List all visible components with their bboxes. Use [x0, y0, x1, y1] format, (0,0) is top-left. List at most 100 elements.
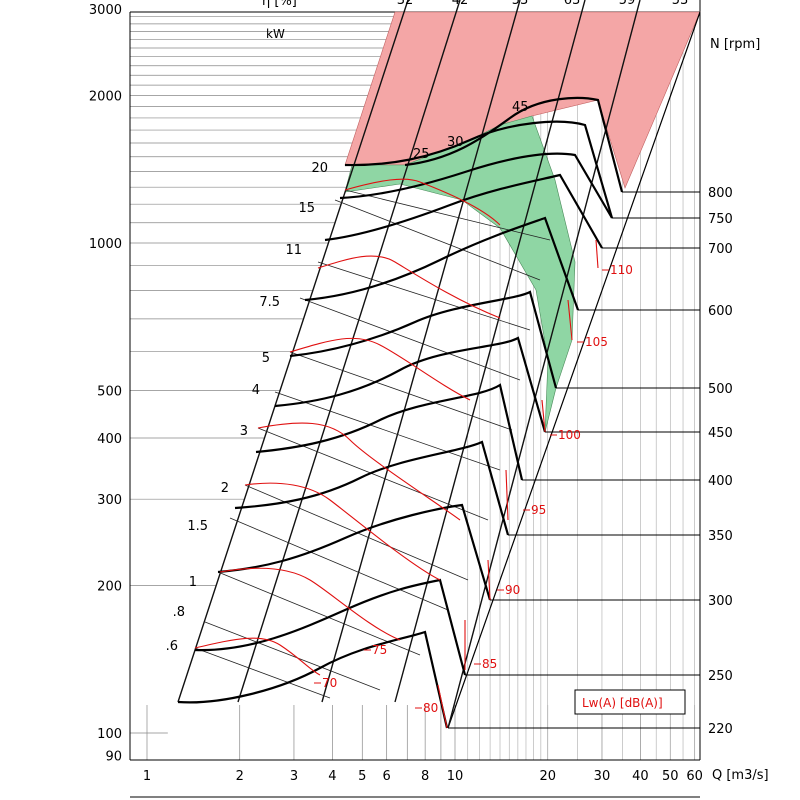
eta-label: 59: [619, 0, 636, 8]
fan-curve: [304, 216, 580, 311]
x-tick-label: 30: [594, 769, 611, 784]
x-tick-label: 40: [632, 769, 649, 784]
x-axis-title: Q [m3/s]: [712, 768, 769, 783]
fan-curve: [289, 290, 558, 389]
power-line: [344, 189, 551, 241]
sound-label: 80: [423, 701, 438, 715]
sound-label: 90: [505, 583, 520, 597]
x-tick-label: 8: [421, 769, 429, 784]
y-tick-label: 500: [97, 385, 122, 400]
y-tick-label: 1000: [89, 237, 122, 252]
fan-curve: [404, 96, 624, 193]
power-label: 5: [262, 351, 270, 366]
y-tick-label: 3000: [89, 3, 122, 18]
dynamic-labels: 1 2 3 4 5 6 8 10 20 30 40 50 60901002003004005001000…: [89, 0, 733, 784]
power-line: [334, 199, 541, 281]
sound-curve: [541, 399, 546, 433]
speed-label: 500: [708, 382, 733, 397]
sound-label: 85: [482, 657, 497, 671]
sound-curve: [219, 567, 401, 641]
power-label: .6: [166, 639, 178, 654]
sound-curve: [344, 178, 501, 226]
speed-frame: [447, 11, 701, 729]
x-tick-label: 60: [686, 769, 703, 784]
sound-label: 110: [610, 263, 633, 277]
eta-line: [394, 0, 586, 703]
sound-curve: [595, 239, 599, 269]
fan-curve: [339, 152, 613, 219]
eta-label: 63: [564, 0, 581, 8]
speed-label: 250: [708, 669, 733, 684]
fan-curves: [177, 96, 624, 729]
sound-legend: Lw(A) [dB(A)]: [582, 696, 663, 710]
sound-curves: [194, 178, 609, 729]
eta-label: 42: [452, 0, 469, 8]
power-line: [204, 621, 381, 691]
x-tick-label: 10: [447, 769, 464, 784]
sound-label: 105: [585, 335, 608, 349]
speed-label: 300: [708, 594, 733, 609]
eta-label: 32: [397, 0, 414, 8]
power-label: 2: [221, 481, 229, 496]
power-label: 45: [512, 100, 529, 115]
power-label: 3: [240, 424, 248, 439]
sound-label: 75: [372, 643, 387, 657]
x-tick-label: 3: [290, 769, 298, 784]
fan-curve: [274, 336, 547, 433]
power-label: 1: [189, 575, 197, 590]
y-tick-label: 400: [97, 432, 122, 447]
x-tick-label: 20: [539, 769, 556, 784]
power-label: 1.5: [187, 519, 208, 534]
sound-curve: [317, 255, 501, 319]
fan-curve: [255, 383, 524, 481]
y-tick-label: 300: [97, 493, 122, 508]
power-label: 25: [413, 147, 430, 162]
power-line: [217, 571, 421, 656]
power-line: [194, 647, 331, 699]
x-tick-label: 6: [383, 769, 391, 784]
speed-label: 450: [708, 426, 733, 441]
labels: η [%] kW N [rpm] Q [m3/s] Lw(A) [dB(A)]: [262, 0, 769, 783]
eta-header: η [%]: [262, 0, 297, 9]
sound-label: 100: [558, 428, 581, 442]
power-line: [299, 297, 521, 381]
sound-curve: [194, 637, 321, 676]
power-label: .8: [173, 605, 185, 620]
fan-curve: [234, 440, 510, 536]
power-label: 11: [285, 243, 302, 258]
speed-lines: [447, 11, 701, 729]
sound-curve: [437, 684, 448, 729]
power-label: 15: [298, 201, 315, 216]
fan-curve: [344, 120, 614, 219]
power-line: [274, 391, 501, 471]
y-tick-label: 2000: [89, 89, 122, 104]
fan-curve: [217, 503, 492, 601]
eta-line: [447, 0, 641, 729]
sound-curve: [289, 337, 471, 401]
eta-line: [321, 0, 521, 703]
right-axis-title: N [rpm]: [710, 37, 760, 52]
power-label: 30: [447, 135, 464, 150]
fan-curve: [177, 630, 449, 729]
speed-label: 350: [708, 529, 733, 544]
power-unit: kW: [266, 27, 285, 41]
power-label: 20: [311, 161, 328, 176]
x-tick-label: 2: [236, 769, 244, 784]
fan-curve: [194, 578, 467, 676]
speed-label: 600: [708, 304, 733, 319]
sound-curve: [505, 469, 509, 521]
sound-label: 70: [322, 676, 337, 690]
eta-label: 53: [672, 0, 689, 8]
sound-label: 95: [531, 503, 546, 517]
power-line: [257, 427, 489, 521]
power-line: [317, 261, 531, 331]
speed-label: 220: [708, 722, 733, 737]
eta-line: [237, 0, 461, 703]
power-line: [229, 517, 449, 611]
x-tick-label: 50: [662, 769, 679, 784]
speed-label: 800: [708, 186, 733, 201]
y-tick-label: 100: [97, 727, 122, 742]
power-label: 4: [252, 383, 260, 398]
y-tick-label: 200: [97, 579, 122, 594]
